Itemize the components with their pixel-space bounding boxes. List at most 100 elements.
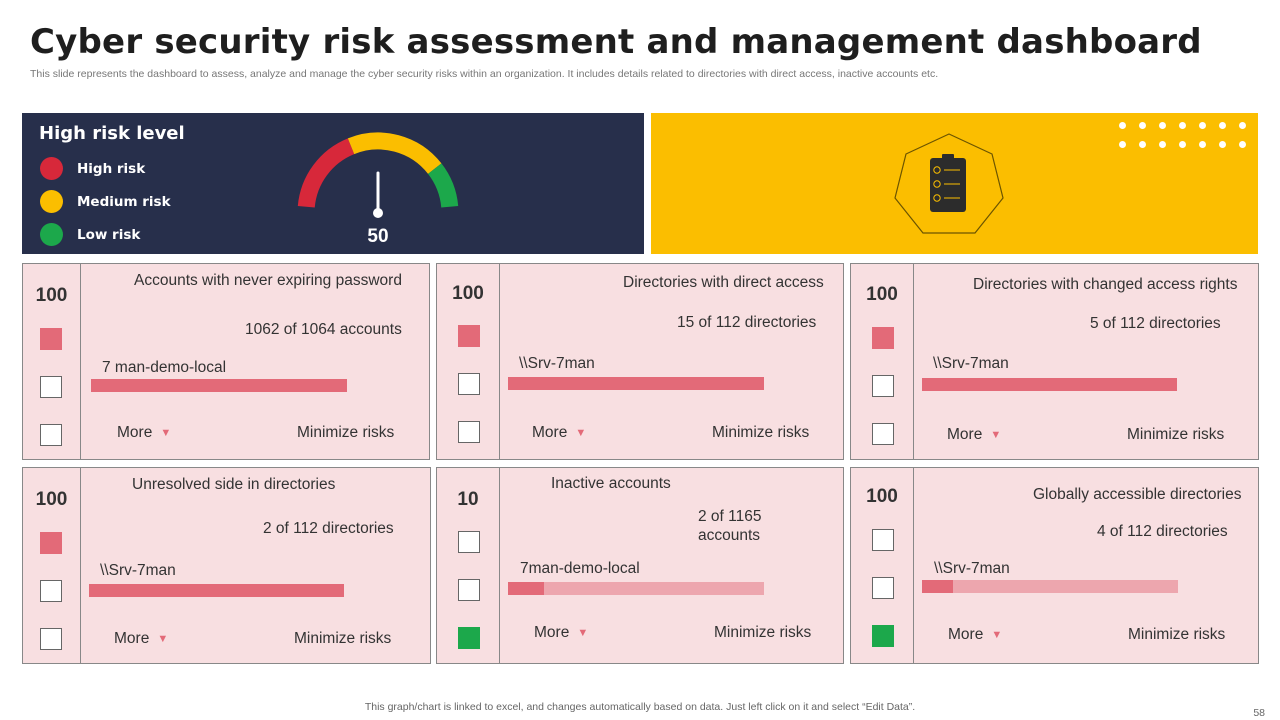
risk-bar-fill — [508, 582, 544, 595]
triangle-down-icon: ▼ — [990, 429, 1002, 441]
minimize-risks-link[interactable]: Minimize risks — [1127, 426, 1225, 443]
gauge-arc-medium — [347, 132, 442, 175]
card-title: Directories with changed access rights — [973, 276, 1238, 293]
status-checkbox[interactable] — [872, 375, 894, 397]
status-checkbox[interactable] — [40, 628, 62, 650]
legend-item-high: High risk — [40, 157, 145, 180]
card-count: 4 of 112 directories — [1097, 523, 1228, 540]
gauge-arc-high — [297, 138, 355, 208]
risk-level-panel: High risk level High risk Medium risk Lo… — [22, 113, 644, 254]
triangle-down-icon: ▼ — [157, 633, 169, 645]
triangle-down-icon: ▼ — [160, 427, 172, 439]
minimize-risks-link[interactable]: Minimize risks — [297, 424, 395, 441]
risk-score: 100 — [35, 489, 68, 510]
card-host: 7man-demo-local — [520, 560, 640, 577]
risk-level-title: High risk level — [39, 123, 185, 144]
status-checkbox[interactable] — [458, 531, 480, 553]
risk-gauge — [297, 132, 459, 218]
page-title: Cyber security risk assessment and manag… — [30, 22, 1202, 62]
status-checkbox[interactable] — [872, 423, 894, 445]
gauge-pivot — [373, 208, 383, 218]
status-checkbox[interactable] — [458, 325, 480, 347]
risk-bar-fill — [89, 584, 344, 597]
minimize-risks-link[interactable]: Minimize risks — [714, 624, 812, 641]
risk-bar-fill — [91, 379, 347, 392]
status-checkbox[interactable] — [40, 328, 62, 350]
card-host: 7 man-demo-local — [102, 359, 227, 376]
risk-card-never-expiring-password: 100 Accounts with never expiring passwor… — [22, 263, 430, 460]
legend-label: High risk — [77, 160, 146, 177]
card-host: \\Srv-7man — [100, 562, 176, 579]
card-title: Inactive accounts — [551, 475, 671, 492]
risk-card-directories-direct-access: 100 Directories with direct access 15 of… — [436, 263, 844, 460]
card-host: \\Srv-7man — [934, 560, 1010, 577]
risk-card-unresolved-side: 100 Unresolved side in directories 2 of … — [22, 467, 431, 664]
triangle-down-icon: ▼ — [991, 629, 1003, 641]
status-checkbox[interactable] — [458, 421, 480, 443]
card-host: \\Srv-7man — [519, 355, 595, 372]
minimize-risks-link[interactable]: Minimize risks — [294, 630, 392, 647]
status-checkbox[interactable] — [872, 577, 894, 599]
page-subtitle: This slide represents the dashboard to a… — [30, 68, 939, 80]
risk-score: 100 — [866, 486, 898, 507]
footer-note: This graph/chart is linked to excel, and… — [364, 701, 916, 713]
more-dropdown[interactable]: More ▼ — [947, 426, 1002, 443]
card-count: 2 of 1165 accounts — [698, 508, 762, 544]
more-dropdown[interactable]: More ▼ — [532, 424, 587, 441]
more-dropdown[interactable]: More ▼ — [117, 424, 172, 441]
legend-label: Medium risk — [77, 193, 171, 210]
status-checkbox[interactable] — [458, 579, 480, 601]
risk-card-globally-accessible: 100 Globally accessible directories 4 of… — [850, 467, 1259, 664]
risk-bar — [922, 580, 1178, 593]
status-checkbox[interactable] — [40, 424, 62, 446]
page-number: 58 — [1253, 707, 1265, 719]
risk-bar — [89, 584, 344, 597]
card-title: Directories with direct access — [623, 274, 824, 291]
legend-item-medium: Medium risk — [40, 190, 171, 213]
card-count: 2 of 112 directories — [263, 520, 394, 537]
status-checkbox[interactable] — [872, 327, 894, 349]
risk-bar — [508, 582, 764, 595]
risk-bar-fill — [922, 580, 953, 593]
legend-item-low: Low risk — [40, 223, 140, 246]
card-title: Accounts with never expiring password — [134, 272, 402, 289]
triangle-down-icon: ▼ — [577, 627, 589, 639]
gauge-arc-low — [427, 163, 459, 208]
status-checkbox[interactable] — [40, 580, 62, 602]
risk-card-directories-changed-rights: 100 Directories with changed access righ… — [850, 263, 1259, 460]
minimize-risks-link[interactable]: Minimize risks — [1128, 626, 1226, 643]
more-dropdown[interactable]: More ▼ — [114, 630, 169, 647]
status-checkbox[interactable] — [872, 625, 894, 647]
banner-panel — [651, 113, 1258, 254]
more-dropdown[interactable]: More ▼ — [534, 624, 589, 641]
high-risk-dot-icon — [40, 157, 63, 180]
more-dropdown[interactable]: More ▼ — [948, 626, 1003, 643]
risk-card-inactive-accounts: 10 Inactive accounts 2 of 1165 accounts … — [436, 467, 844, 664]
medium-risk-dot-icon — [40, 190, 63, 213]
card-count: 1062 of 1064 accounts — [245, 321, 402, 338]
risk-bar — [508, 377, 764, 390]
risk-bar-fill — [508, 377, 764, 390]
gauge-value: 50 — [367, 226, 389, 247]
status-checkbox[interactable] — [40, 376, 62, 398]
checklist-clipboard-icon — [894, 133, 1004, 234]
risk-bar-fill — [922, 378, 1177, 391]
triangle-down-icon: ▼ — [575, 427, 587, 439]
risk-bar — [922, 378, 1177, 391]
status-checkbox[interactable] — [40, 532, 62, 554]
risk-score: 100 — [35, 285, 68, 306]
decorative-dots — [1119, 122, 1247, 148]
card-title: Globally accessible directories — [1033, 486, 1242, 503]
low-risk-dot-icon — [40, 223, 63, 246]
status-checkbox[interactable] — [458, 627, 480, 649]
status-checkbox[interactable] — [872, 529, 894, 551]
card-count: 15 of 112 directories — [677, 314, 817, 331]
risk-score: 10 — [457, 489, 479, 510]
minimize-risks-link[interactable]: Minimize risks — [712, 424, 810, 441]
status-checkbox[interactable] — [458, 373, 480, 395]
card-host: \\Srv-7man — [933, 355, 1009, 372]
card-title: Unresolved side in directories — [132, 476, 336, 493]
risk-score: 100 — [452, 283, 484, 304]
legend-label: Low risk — [77, 226, 141, 243]
risk-score: 100 — [866, 284, 898, 305]
